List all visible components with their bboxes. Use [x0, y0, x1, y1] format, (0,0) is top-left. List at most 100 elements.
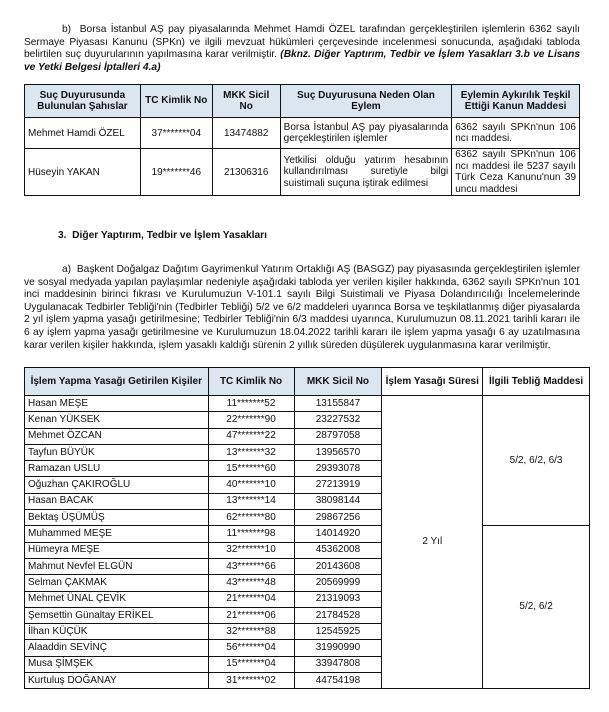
mkk-number: 13474882 — [211, 117, 281, 149]
column-header: Suç Duyurusuna Neden Olan Eylem — [279, 84, 453, 118]
column-header: Eylemin Aykırılık Teşkil Ettiği Kanun Ma… — [451, 84, 580, 118]
tc-id: 15*******60 — [207, 460, 295, 478]
mkk-number: 13155847 — [293, 394, 383, 413]
mkk-number: 44754198 — [293, 672, 383, 690]
tc-id: 13*******32 — [207, 443, 295, 462]
person-name: Bektaş ÜŞÜMÜŞ — [24, 509, 209, 527]
law-article: 6362 sayılı SPKn'nun 106 ncı maddesi ile… — [451, 148, 580, 196]
mkk-number: 21319093 — [293, 590, 383, 608]
person-name: Musa ŞİMŞEK — [24, 655, 209, 674]
table-row: Mahmut Nevfel ELGÜN 43*******66 20143608 — [24, 557, 590, 576]
person-name: Alaaddin SEVİNÇ — [24, 639, 209, 657]
tc-id: 32*******88 — [207, 623, 295, 641]
table-row: Tayfun BÜYÜK 13*******32 13956570 — [24, 443, 590, 462]
person-name: Hümeyra MEŞE — [24, 541, 209, 559]
person-name: Mehmet ÖZCAN — [24, 427, 209, 445]
column-header: TC Kimlik No — [207, 367, 295, 396]
tc-id: 21*******04 — [207, 590, 295, 608]
person-name: Muhammed MEŞE — [24, 525, 209, 543]
mkk-number: 14014920 — [293, 525, 383, 543]
person-name: Mahmut Nevfel ELGÜN — [24, 557, 209, 576]
tc-id: 32*******10 — [207, 541, 295, 559]
law-article: 6362 sayılı SPKn'nun 106 ncı maddesi. — [451, 117, 580, 149]
tc-id: 37*******04 — [139, 117, 213, 149]
mkk-number: 21306316 — [211, 148, 281, 196]
mkk-number: 33947808 — [293, 655, 383, 674]
trading-ban-table: İşlem Yapma Yasağı Getirilen Kişiler TC … — [24, 367, 590, 690]
tc-id: 13*******14 — [207, 492, 295, 511]
table-header-row: İşlem Yapma Yasağı Getirilen Kişiler TC … — [24, 367, 590, 396]
person-name: Tayfun BÜYÜK — [24, 443, 209, 462]
section-heading: 3. Diğer Yaptırım, Tedbir ve İşlem Yasak… — [58, 230, 267, 241]
tc-id: 22*******90 — [207, 411, 295, 429]
column-header: MKK Sicil No — [293, 367, 383, 396]
tc-id: 47*******22 — [207, 427, 295, 445]
mkk-number: 20569999 — [293, 574, 383, 592]
paragraph-b: b) Borsa İstanbul AŞ pay piyasalarında M… — [24, 24, 580, 74]
person-name: Ramazan USLU — [24, 460, 209, 478]
paragraph-marker: b) — [62, 24, 72, 35]
table-row: Mehmet ÜNAL ÇEVİK 21*******04 21319093 — [24, 590, 590, 608]
tc-id: 43*******48 — [207, 574, 295, 592]
action: Borsa İstanbul AŞ pay piyasalarında gerç… — [279, 117, 453, 149]
tc-id: 21*******06 — [207, 606, 295, 625]
table-row: Ramazan USLU 15*******60 29393078 — [24, 460, 590, 478]
table-row: Bektaş ÜŞÜMÜŞ 62*******80 29867256 — [24, 509, 590, 527]
tc-id: 40*******10 — [207, 476, 295, 494]
paragraph-text: Başkent Doğalgaz Dağıtım Gayrimenkul Yat… — [24, 264, 580, 351]
tc-id: 11*******52 — [207, 394, 295, 413]
action: Yetkilisi olduğu yatırım hesabının kulla… — [279, 148, 453, 196]
table-row: Muhammed MEŞE 11*******98 14014920 5/2, 6/2 — [24, 525, 590, 690]
tc-id: 62*******80 — [207, 509, 295, 527]
tc-id: 15*******04 — [207, 655, 295, 674]
person-name: Kenan YÜKSEK — [24, 411, 209, 429]
section-title: Diğer Yaptırım, Tedbir ve İşlem Yasaklar… — [72, 230, 267, 241]
mkk-number: 38098144 — [293, 492, 383, 511]
mkk-number: 45362008 — [293, 541, 383, 559]
mkk-number: 27213919 — [293, 476, 383, 494]
mkk-number: 29393078 — [293, 460, 383, 478]
column-header: İlgili Tebliğ Maddesi — [482, 367, 590, 396]
table-row: Hasan MEŞE 11*******52 13155847 2 Yıl 5/2, 6… — [24, 394, 590, 690]
person-name: Mehmet ÜNAL ÇEVİK — [24, 590, 209, 608]
mkk-number: 28797058 — [293, 427, 383, 445]
column-header: TC Kimlik No — [139, 84, 213, 118]
person-name: Mehmet Hamdi ÖZEL — [24, 117, 141, 149]
table-row: Mehmet Hamdi ÖZEL 37*******04 13474882 B… — [24, 117, 580, 149]
section-number: 3. — [58, 230, 67, 241]
tc-id: 19*******46 — [139, 148, 213, 196]
column-header: İşlem Yapma Yasağı Getirilen Kişiler — [24, 367, 209, 396]
person-name: Kurtuluş DOĞANAY — [24, 672, 209, 690]
article-group: 5/2, 6/2 — [482, 525, 590, 690]
criminal-complaint-table: Suç Duyurusunda Bulunulan Şahıslar TC Ki… — [24, 84, 580, 196]
table-row: Hasan BACAK 13*******14 38098144 — [24, 492, 590, 511]
person-name: Şemsettin Günaltay ERİKEL — [24, 606, 209, 625]
person-name: Hasan MEŞE — [24, 394, 209, 413]
column-header: İşlem Yasağı Süresi — [381, 367, 484, 396]
person-name: Oğuzhan ÇAKIROĞLU — [24, 476, 209, 494]
column-header: Suç Duyurusunda Bulunulan Şahıslar — [24, 84, 141, 118]
mkk-number: 21784528 — [293, 606, 383, 625]
paragraph-a: a) Başkent Doğalgaz Dağıtım Gayrimenkul … — [24, 264, 580, 352]
person-name: Hüseyin YAKAN — [24, 148, 141, 196]
mkk-number: 13956570 — [293, 443, 383, 462]
person-name: Hasan BACAK — [24, 492, 209, 511]
tc-id: 11*******98 — [207, 525, 295, 543]
paragraph-marker: a) — [62, 264, 72, 275]
table-row: Hüseyin YAKAN 19*******46 21306316 Yetki… — [24, 148, 580, 196]
tc-id: 56*******04 — [207, 639, 295, 657]
table-row: Oğuzhan ÇAKIROĞLU 40*******10 27213919 — [24, 476, 590, 494]
table-row: Kenan YÜKSEK 22*******90 23227532 — [24, 411, 590, 429]
article-group: 5/2, 6/2, 6/3 — [482, 394, 590, 527]
table-row: Kurtuluş DOĞANAY 31*******02 44754198 — [24, 672, 590, 690]
person-name: İlhan KÜÇÜK — [24, 623, 209, 641]
paragraph-reference: (Bknz. Diğer Yaptırım, Tedbir ve İşlem Y… — [24, 49, 580, 73]
table-row: Selman ÇAKMAK 43*******48 20569999 — [24, 574, 590, 592]
ban-duration: 2 Yıl — [381, 394, 484, 690]
tc-id: 31*******02 — [207, 672, 295, 690]
person-name: Selman ÇAKMAK — [24, 574, 209, 592]
tc-id: 43*******66 — [207, 557, 295, 576]
mkk-number: 29867256 — [293, 509, 383, 527]
mkk-number: 23227532 — [293, 411, 383, 429]
